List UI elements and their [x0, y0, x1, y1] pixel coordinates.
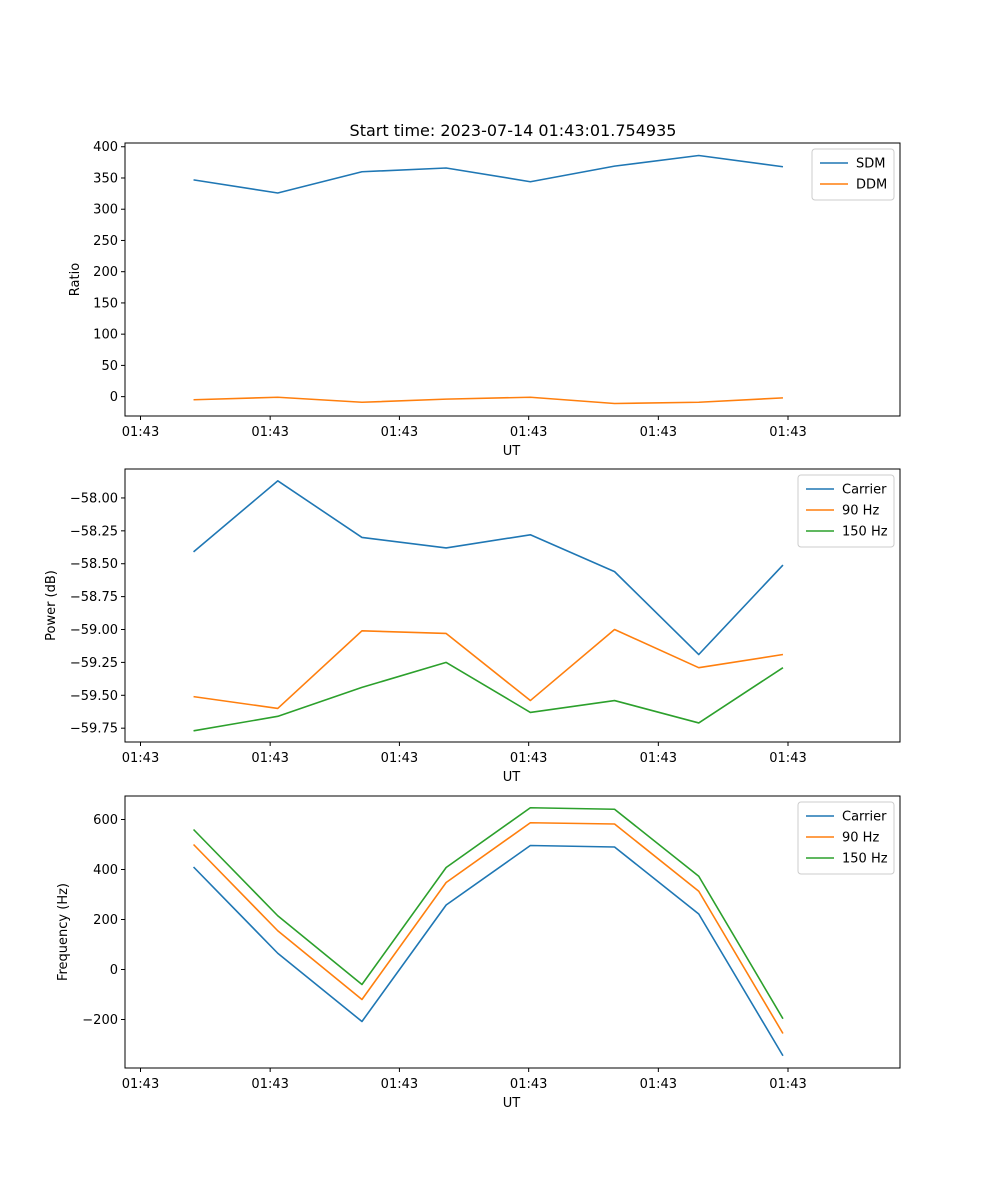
x-tick-label: 01:43 [769, 751, 806, 766]
y-tick-label: −58.75 [70, 590, 118, 605]
series-line-150-hz [192, 806, 784, 1020]
y-tick-label: 0 [110, 390, 118, 405]
y-axis-label: Ratio [68, 263, 83, 296]
legend-label: 150 Hz [842, 525, 888, 540]
x-tick-label: 01:43 [510, 751, 547, 766]
x-tick-label: 01:43 [640, 425, 677, 440]
x-tick-label: 01:43 [251, 1077, 288, 1092]
axes-frame [124, 795, 901, 1069]
legend-box [797, 801, 895, 875]
axes-frame [124, 468, 901, 743]
legend-label: SDM [856, 157, 885, 172]
y-tick-label: −58.25 [70, 524, 118, 539]
x-tick-label: 01:43 [251, 425, 288, 440]
series-line-90-hz [193, 628, 784, 710]
y-tick-label: 200 [93, 913, 118, 928]
chart-panel-2: −59.75 −59.50 −59.25 −59.00 −58.75 −58.50 −58.… [44, 468, 901, 785]
chart-panel-1: 0 50 100 150 200 250 300 350 400 01:43 01:43 01:43 0… [68, 140, 901, 459]
legend: SDM DDM [811, 148, 895, 201]
y-tick-label: 400 [93, 140, 118, 155]
x-tick-label: 01:43 [122, 1077, 159, 1092]
series-line-ddm [193, 396, 784, 405]
y-tick-label: −59.50 [70, 689, 118, 704]
x-tick-label: 01:43 [381, 425, 418, 440]
x-axis-label: UT [503, 770, 521, 785]
x-tick-label: 01:43 [122, 751, 159, 766]
series-line-carrier [193, 480, 784, 656]
chart-panel-3: −200 0 200 400 600 01:43 01:43 01:43 01:43 01:43 0… [56, 795, 901, 1111]
legend-label: 150 Hz [842, 852, 888, 867]
y-tick-label: −59.75 [70, 722, 118, 737]
y-tick-label: 200 [93, 265, 118, 280]
legend: Carrier 90 Hz 150 Hz [797, 474, 895, 548]
y-tick-label: 300 [93, 203, 118, 218]
legend-box [797, 474, 895, 548]
y-tick-label: 350 [93, 171, 118, 186]
legend-label: 90 Hz [842, 504, 879, 519]
y-tick-label: −58.50 [70, 557, 118, 572]
x-axis-label: UT [503, 1096, 521, 1111]
x-axis-label: UT [503, 444, 521, 459]
x-tick-label: 01:43 [381, 751, 418, 766]
x-tick-label: 01:43 [122, 425, 159, 440]
axes-frame [124, 142, 901, 417]
series-line-90-hz [192, 821, 784, 1034]
series-line-carrier [192, 844, 784, 1057]
y-tick-label: −200 [82, 1013, 118, 1028]
x-tick-label: 01:43 [769, 1077, 806, 1092]
y-tick-label: 150 [93, 296, 118, 311]
x-tick-label: 01:43 [510, 425, 547, 440]
y-tick-label: 600 [93, 813, 118, 828]
y-tick-label: −59.25 [70, 656, 118, 671]
y-tick-label: −59.00 [70, 623, 118, 638]
x-tick-label: 01:43 [769, 425, 806, 440]
figure-title: Start time: 2023-07-14 01:43:01.754935 [350, 121, 677, 140]
y-tick-label: 50 [101, 359, 118, 374]
legend-label: DDM [856, 178, 887, 193]
series-line-150-hz [193, 661, 784, 732]
y-tick-label: 100 [93, 328, 118, 343]
x-tick-label: 01:43 [251, 751, 288, 766]
y-axis-label: Power (dB) [44, 570, 59, 641]
x-tick-label: 01:43 [381, 1077, 418, 1092]
legend-label: Carrier [842, 810, 887, 825]
legend: Carrier 90 Hz 150 Hz [797, 801, 895, 875]
y-tick-label: 400 [93, 863, 118, 878]
x-tick-label: 01:43 [510, 1077, 547, 1092]
legend-box [811, 148, 895, 201]
legend-label: 90 Hz [842, 831, 879, 846]
legend-label: Carrier [842, 483, 887, 498]
x-tick-label: 01:43 [640, 751, 677, 766]
series-line-sdm [193, 154, 784, 194]
y-tick-label: −58.00 [70, 491, 118, 506]
y-tick-label: 250 [93, 234, 118, 249]
x-tick-label: 01:43 [640, 1077, 677, 1092]
y-axis-label: Frequency (Hz) [56, 883, 71, 981]
y-tick-label: 0 [110, 963, 118, 978]
